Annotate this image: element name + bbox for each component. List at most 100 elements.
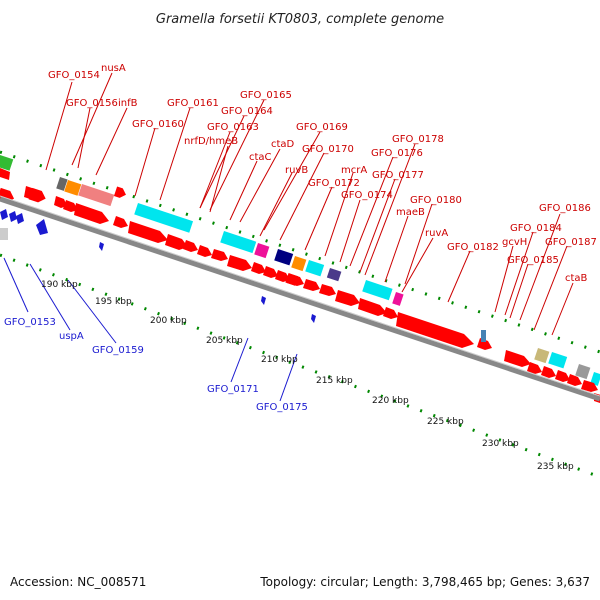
feature-gene <box>0 155 14 171</box>
gene-label: ruvB <box>285 165 308 176</box>
reverse-cds <box>36 219 48 235</box>
cds <box>527 362 542 374</box>
feature-gene <box>548 352 568 369</box>
cds <box>113 216 128 228</box>
gene-label: GFO_0172 <box>308 178 360 189</box>
gene-label: GFO_0153 <box>4 317 56 328</box>
cds <box>227 255 252 271</box>
feature-gene <box>575 364 591 380</box>
gene-label: uspA <box>59 331 84 342</box>
feature-row-1 <box>0 155 600 386</box>
feature-gene <box>56 177 68 191</box>
feature-gene <box>274 249 294 266</box>
gene-label: GFO_0171 <box>207 384 259 395</box>
kbp-label: 210 kbp <box>261 355 298 365</box>
gene-label: ctaC <box>249 152 272 163</box>
cds <box>275 270 290 282</box>
kbp-label: 200 kbp <box>150 316 187 326</box>
forward-leaders <box>45 72 574 336</box>
reverse-cds <box>311 314 316 323</box>
gene-label: GFO_0161 <box>167 98 219 109</box>
reverse-leaders <box>3 257 298 402</box>
reverse-gene-labels: GFO_0153 uspA GFO_0159 GFO_0171 GFO_0175 <box>4 317 308 413</box>
outer-ruler <box>0 150 600 354</box>
cds <box>504 350 531 367</box>
feature-gene <box>590 372 600 386</box>
gene-label: mcrA <box>341 165 367 176</box>
inner-ruler <box>0 253 600 479</box>
gene-label: GFO_0184 <box>510 223 562 234</box>
feature-row-2 <box>0 168 600 403</box>
feature-gene <box>78 184 115 207</box>
kbp-label: 215 kbp <box>316 376 353 386</box>
gene-label: GFO_0165 <box>240 90 292 101</box>
feature-gene <box>291 256 307 272</box>
cds <box>319 284 336 296</box>
gene-label: ctaB <box>565 273 588 284</box>
cds <box>128 221 168 243</box>
kbp-label: 235 kbp <box>537 462 574 472</box>
gene-label: GFO_0177 <box>372 170 424 181</box>
cds <box>581 380 598 392</box>
forward-gene-labels: GFO_0154 nusA GFO_0156 infB GFO_0161 GFO… <box>48 63 597 284</box>
gene-label: GFO_0169 <box>296 122 348 133</box>
feature-gene <box>134 203 194 233</box>
feature-gene <box>254 242 270 259</box>
feature-gene <box>326 268 342 282</box>
feature-gene <box>220 231 257 254</box>
genome-backbone <box>0 196 600 402</box>
gene-label: GFO_0164 <box>221 106 273 117</box>
reverse-cds <box>261 296 266 305</box>
cds <box>211 249 228 261</box>
gene-label: GFO_0170 <box>302 144 354 155</box>
cds <box>165 234 188 250</box>
feature-gene <box>305 260 325 277</box>
genome-backbone-highlight <box>0 195 600 397</box>
cds <box>197 245 212 257</box>
cds <box>358 298 387 316</box>
cds <box>63 200 78 212</box>
kbp-label: 195 kbp <box>95 297 132 307</box>
cds <box>555 370 570 382</box>
gene-label: nusA <box>101 63 126 74</box>
gene-label: GFO_0156 <box>66 98 118 109</box>
gene-label: GFO_0185 <box>507 255 559 266</box>
cds <box>74 203 109 224</box>
kbp-label: 205 kbp <box>206 336 243 346</box>
reverse-cds <box>16 213 24 224</box>
kbp-label: 230 kbp <box>482 439 519 449</box>
cds <box>287 274 304 286</box>
gene-label: maeB <box>396 207 425 218</box>
feature-gene <box>481 330 486 342</box>
feature-gene <box>362 280 393 301</box>
reverse-features <box>0 209 316 323</box>
cds <box>477 338 492 350</box>
cds <box>335 290 360 306</box>
feature-gene <box>0 228 8 240</box>
reverse-cds <box>99 242 104 251</box>
gene-label: GFO_0163 <box>207 122 259 133</box>
cds <box>54 196 67 208</box>
feature-gene <box>534 348 550 364</box>
gene-label: gcvH <box>502 237 527 248</box>
gene-label: GFO_0159 <box>92 345 144 356</box>
cds <box>567 374 582 386</box>
genome-summary-text: Topology: circular; Length: 3,798,465 bp… <box>259 575 590 589</box>
kbp-label: 225 kbp <box>427 417 464 427</box>
gene-label: GFO_0175 <box>256 402 308 413</box>
kbp-label: 220 kbp <box>372 396 409 406</box>
gene-label: GFO_0186 <box>539 203 591 214</box>
reverse-cds <box>0 209 8 220</box>
gene-label: GFO_0187 <box>545 237 597 248</box>
gene-label: GFO_0154 <box>48 70 100 81</box>
gene-label: GFO_0174 <box>341 190 393 201</box>
cds <box>303 279 320 291</box>
gene-label: nrfD/hmeB <box>184 136 238 147</box>
cds <box>396 312 474 348</box>
genome-title: Gramella forsetii KT0803, complete genom… <box>156 12 444 27</box>
kbp-label: 190 kbp <box>41 280 78 290</box>
gene-label: ctaD <box>271 139 295 150</box>
gene-label: GFO_0180 <box>410 195 462 206</box>
cds <box>0 168 10 180</box>
